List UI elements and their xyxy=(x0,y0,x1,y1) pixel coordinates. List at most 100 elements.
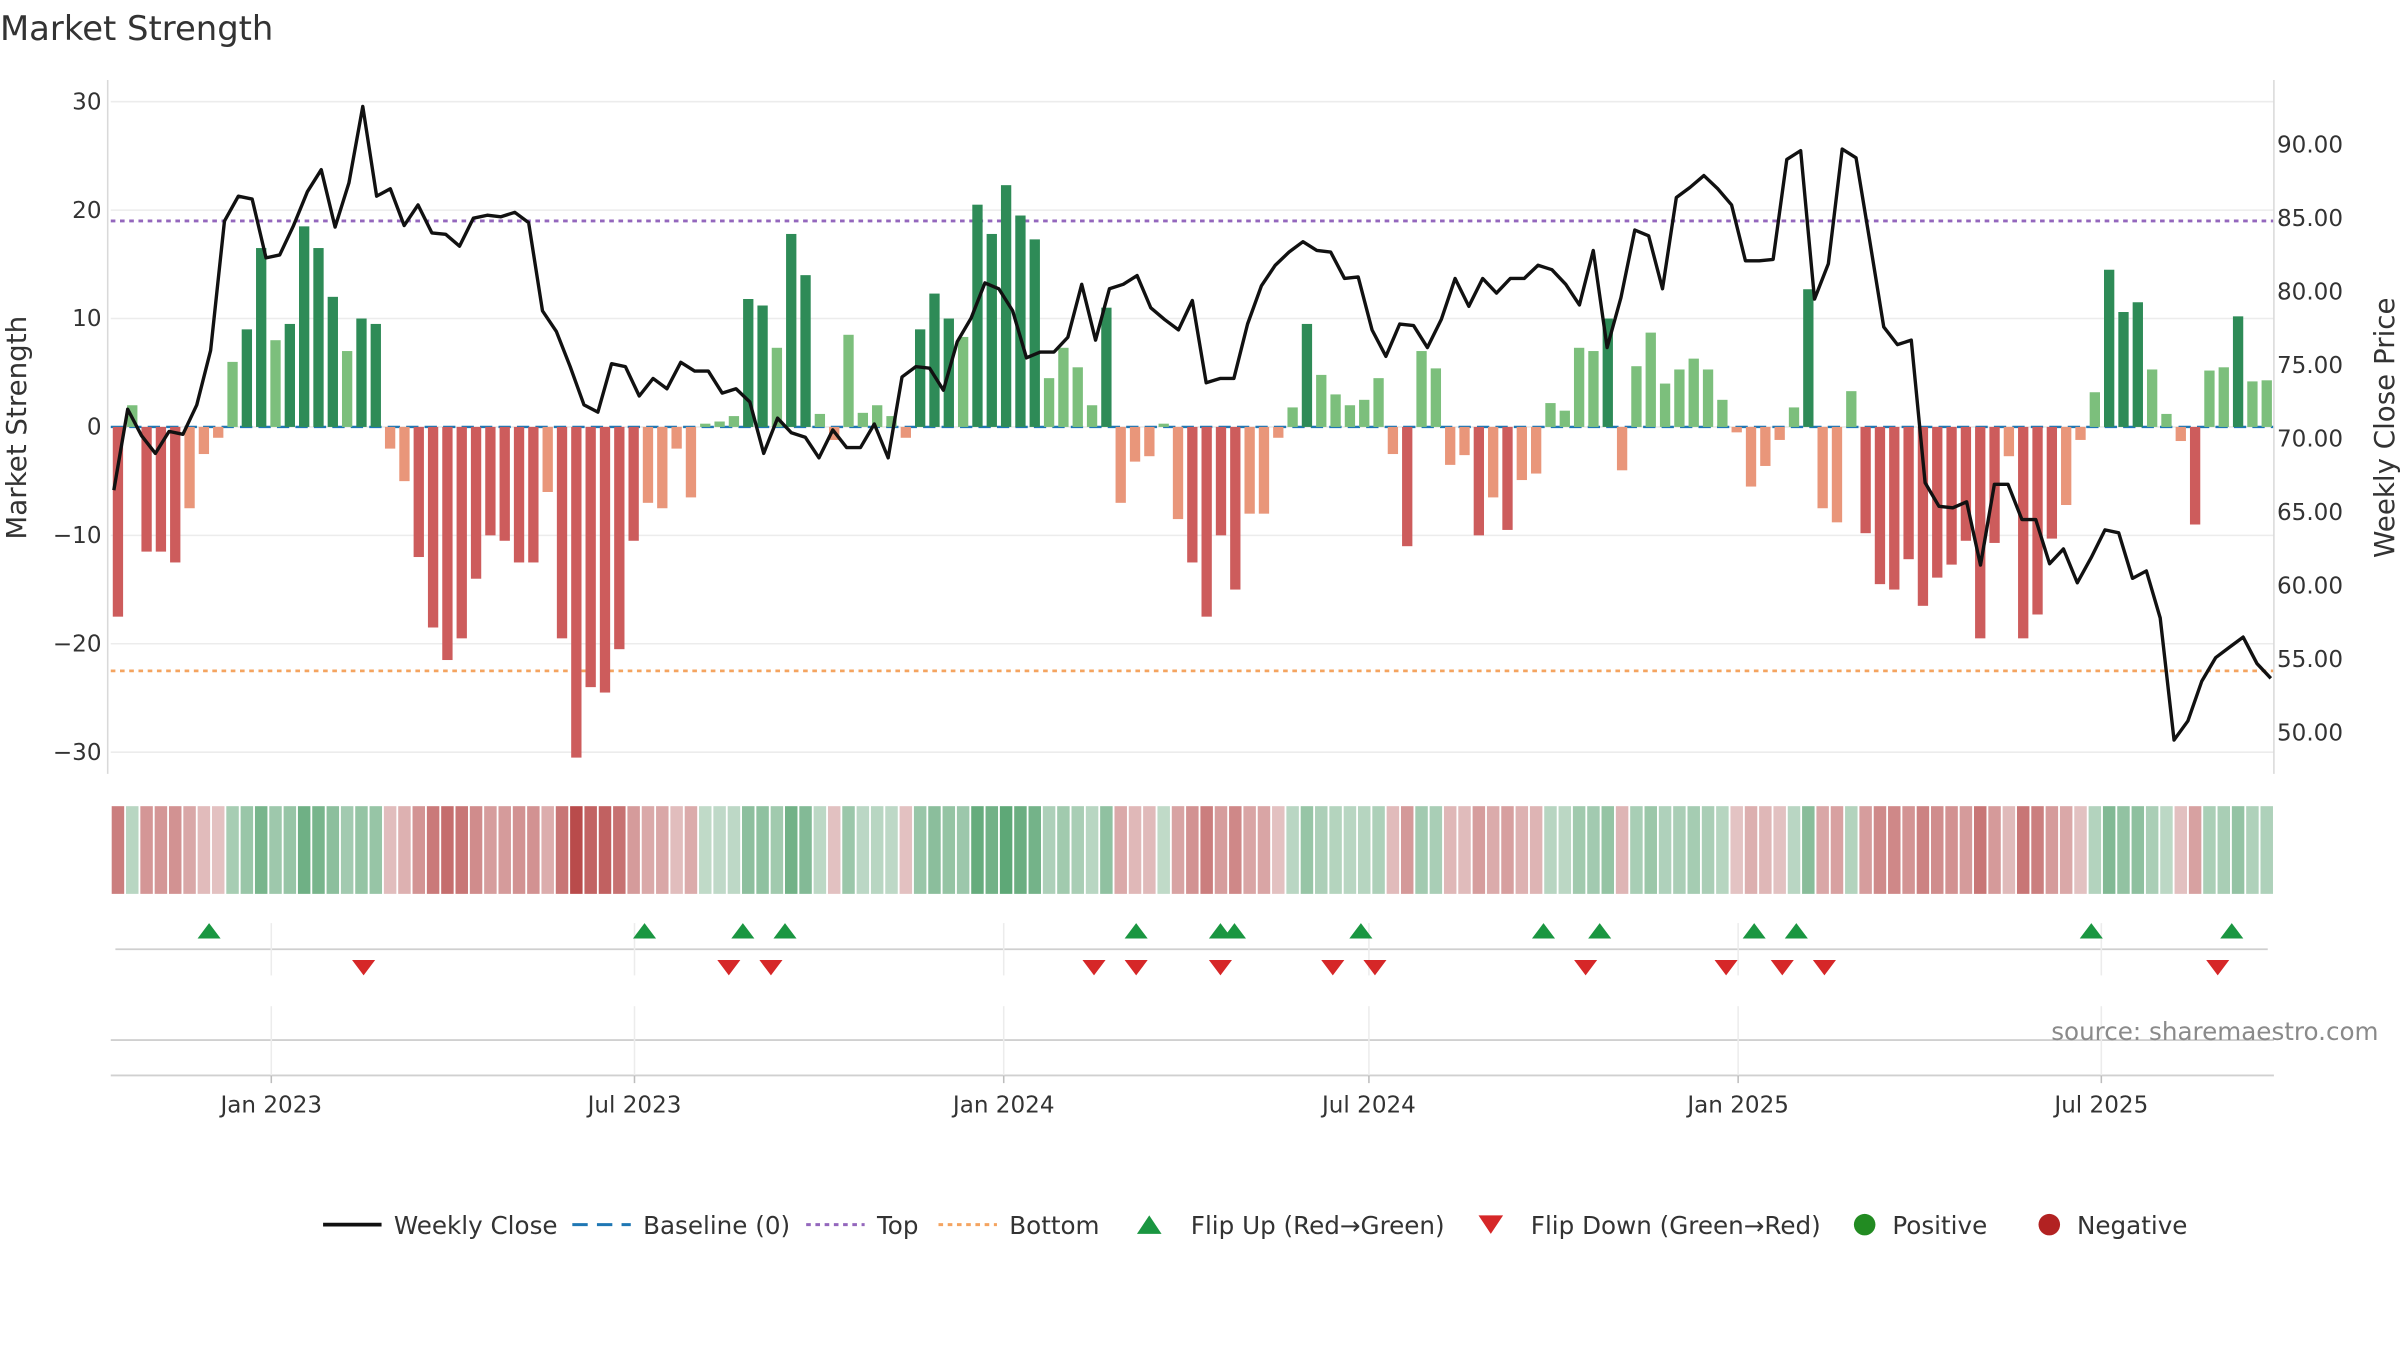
heat-cell xyxy=(1286,806,1299,894)
strength-bar xyxy=(1559,410,1570,427)
flip-down-marker xyxy=(1714,960,1738,976)
heat-cell xyxy=(283,806,297,894)
heat-cell xyxy=(183,806,196,894)
strength-bar xyxy=(155,426,167,552)
strength-bar xyxy=(1158,423,1169,427)
legend-circle-swatch xyxy=(1853,1213,1876,1236)
left-tick-label: −20 xyxy=(53,631,102,657)
heat-cell xyxy=(1988,806,2001,894)
heat-cell xyxy=(2174,806,2188,894)
strength-bar xyxy=(1702,369,1714,427)
heat-cell xyxy=(498,806,511,894)
strength-bar xyxy=(141,426,152,552)
heat-cell xyxy=(2117,806,2130,894)
weekly-close-series xyxy=(112,104,2273,742)
strength-bar xyxy=(1230,426,1241,590)
strength-bar xyxy=(1760,426,1771,466)
flip-up-marker xyxy=(1531,923,1556,939)
flip-up-marker xyxy=(773,923,797,939)
heat-cell xyxy=(1200,806,1213,894)
heat-cell xyxy=(627,806,640,894)
strength-bar xyxy=(2232,316,2244,427)
strength-bar xyxy=(1874,426,1886,585)
heat-cell xyxy=(1486,806,1500,894)
strength-bar xyxy=(1172,426,1184,520)
strength-bar xyxy=(1516,426,1527,481)
heat-cell xyxy=(727,806,741,894)
strength-bar xyxy=(456,426,467,639)
heat-cell xyxy=(140,806,153,894)
strength-bar xyxy=(2204,370,2215,427)
heat-cell xyxy=(2160,806,2173,894)
strength-bar xyxy=(1530,426,1542,474)
strength-bar xyxy=(743,299,754,427)
strength-bar xyxy=(1430,368,1442,427)
strength-bar xyxy=(957,336,969,427)
strength-bar xyxy=(241,329,253,427)
heat-cell xyxy=(1100,806,1113,894)
date-tick-label: Jan 2024 xyxy=(951,1092,1055,1118)
strength-bar xyxy=(1917,426,1929,606)
strength-bar xyxy=(1115,426,1126,503)
strength-bar xyxy=(1144,426,1155,457)
legend-tri-up-swatch xyxy=(1136,1215,1162,1234)
strength-bar xyxy=(1903,426,1914,560)
heat-cell xyxy=(1243,806,1256,894)
strength-bar xyxy=(2089,392,2100,427)
strength-bar xyxy=(900,426,911,438)
heat-cell xyxy=(1014,806,1027,894)
strength-bar xyxy=(2247,381,2258,427)
date-tick-label: Jul 2024 xyxy=(1320,1092,1416,1118)
heat-cell xyxy=(168,806,182,894)
heat-cell xyxy=(2260,806,2273,894)
strength-bar xyxy=(1946,426,1957,565)
left-tick-label: −30 xyxy=(53,740,102,766)
strength-bar xyxy=(528,426,539,563)
heat-cell xyxy=(928,806,941,894)
strength-bar xyxy=(1573,347,1585,427)
strength-bar xyxy=(872,405,883,427)
strength-bar xyxy=(986,233,997,427)
strength-bar xyxy=(327,296,338,427)
flip-up-marker xyxy=(1588,923,1612,939)
strength-bar xyxy=(1502,426,1513,530)
strength-bar xyxy=(2175,426,2186,442)
heat-cell xyxy=(971,806,984,894)
heat-cell xyxy=(2002,806,2016,894)
heat-cell xyxy=(355,806,368,894)
flip-down-marker xyxy=(1812,960,1836,976)
legend-item: Baseline (0) xyxy=(572,1211,790,1240)
strength-bar xyxy=(542,426,553,492)
strength-bar xyxy=(1645,332,1656,427)
legend-item: Weekly Close xyxy=(323,1211,558,1240)
strength-bar xyxy=(1860,426,1871,534)
strength-bar xyxy=(1344,405,1356,427)
heat-cell xyxy=(211,806,225,894)
strength-bar xyxy=(184,426,195,509)
strength-bar xyxy=(972,204,983,427)
strength-bar xyxy=(313,248,324,427)
heat-cell xyxy=(784,806,798,894)
strength-bar xyxy=(1373,378,1384,427)
heat-cell xyxy=(827,806,841,894)
left-tick-label: 20 xyxy=(72,198,101,224)
heat-cell xyxy=(1343,806,1357,894)
strength-bar xyxy=(914,329,926,427)
flip-up-marker xyxy=(2220,923,2244,939)
heat-cell xyxy=(1429,806,1443,894)
heat-cell xyxy=(541,806,554,894)
strength-bar xyxy=(1889,426,1900,590)
strength-bar xyxy=(1445,426,1456,465)
strength-bar xyxy=(1316,374,1327,427)
heat-cell xyxy=(1773,806,1786,894)
strength-bar xyxy=(556,426,568,639)
strength-bar xyxy=(1616,426,1628,471)
heat-cell xyxy=(1315,806,1328,894)
flip-up-marker xyxy=(1349,923,1373,939)
heat-cell xyxy=(1071,806,1084,894)
strength-bar xyxy=(513,426,525,563)
strength-bar xyxy=(1000,185,1012,427)
legend-item: Positive xyxy=(1853,1211,1987,1240)
strength-bar xyxy=(341,351,353,427)
strength-bar xyxy=(571,426,582,758)
